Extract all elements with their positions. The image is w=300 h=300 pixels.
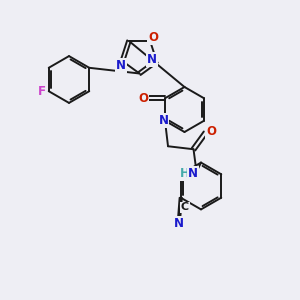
Text: C: C [181, 202, 189, 212]
Text: N: N [188, 167, 198, 180]
Text: F: F [38, 85, 46, 98]
Text: O: O [148, 32, 158, 44]
Text: N: N [116, 59, 126, 72]
Text: O: O [206, 125, 216, 138]
Text: H: H [180, 167, 190, 180]
Text: O: O [138, 92, 148, 105]
Text: N: N [174, 217, 184, 230]
Text: N: N [158, 114, 169, 127]
Text: N: N [147, 53, 157, 66]
